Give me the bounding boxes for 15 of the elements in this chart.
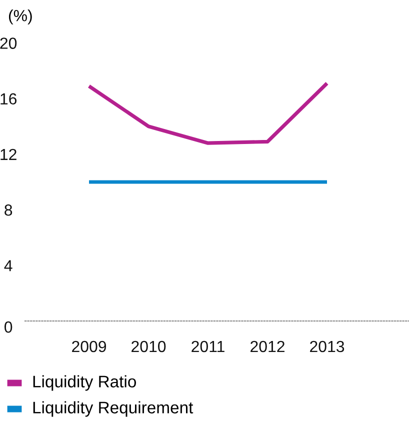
y-tick-label: 16 bbox=[0, 93, 17, 105]
x-tick-label: 2013 bbox=[310, 340, 344, 352]
x-tick-label: 2011 bbox=[192, 340, 224, 352]
x-tick-label: 2012 bbox=[250, 340, 284, 352]
line-series bbox=[87, 82, 329, 145]
y-tick-label: 8 bbox=[4, 204, 12, 216]
y-tick-label: 4 bbox=[4, 260, 12, 272]
x-tick-label: 2010 bbox=[132, 340, 166, 352]
y-axis-title: (%) bbox=[8, 10, 32, 24]
y-tick-label: 20 bbox=[0, 38, 17, 49]
legend-label: Liquidity Ratio bbox=[33, 375, 136, 391]
y-tick-label: 12 bbox=[0, 148, 16, 160]
legend-label: Liquidity Requirement bbox=[33, 401, 194, 417]
y-tick-label: 0 bbox=[4, 321, 12, 333]
x-tick-label: 2009 bbox=[72, 340, 106, 352]
